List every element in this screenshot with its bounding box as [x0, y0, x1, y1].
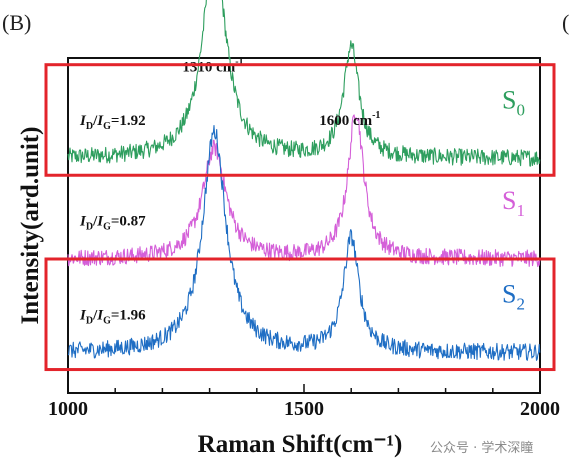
next-panel-label: ( — [562, 10, 569, 35]
highlight-boxes — [44, 63, 556, 372]
x-ticks: 1000 1500 2000 — [48, 384, 560, 420]
series-layer — [67, 0, 541, 361]
x-tick-label: 1000 — [48, 398, 88, 420]
series-label-s0: S0 — [502, 85, 525, 119]
id-ig-ratio-s0: ID/IG=1.92 — [79, 113, 146, 132]
x-tick-label: 1500 — [284, 398, 324, 420]
series-label-s2: S2 — [502, 280, 525, 314]
series-label-s1: S1 — [502, 186, 525, 220]
highlight-box-s0 — [44, 63, 556, 177]
highlight-box-s2 — [44, 257, 556, 372]
series-line-s0 — [67, 0, 541, 167]
panel-label: (B) — [2, 10, 31, 35]
peak-label-1600: 1600 cm-1 — [319, 110, 380, 129]
x-tick-label: 2000 — [520, 398, 560, 420]
x-axis-title: Raman Shift(cm⁻¹) — [198, 431, 403, 458]
id-ig-ratio-s2: ID/IG=1.96 — [79, 307, 146, 326]
series-line-s2 — [67, 125, 541, 361]
annotations: S0ID/IG=1.92S1ID/IG=0.87S2ID/IG=1.961310… — [79, 56, 525, 326]
id-ig-ratio-s1: ID/IG=0.87 — [79, 214, 146, 233]
plot-area: 1000 1500 2000 S0 ID/IG=1.92 S1 ID/IG=0.87 S2 I… — [44, 0, 560, 420]
series-line-s1 — [67, 114, 541, 268]
y-axis-title: Intensity(ard.unit) — [17, 127, 44, 325]
watermark: 公众号 · 学术深瞳 — [430, 440, 533, 456]
